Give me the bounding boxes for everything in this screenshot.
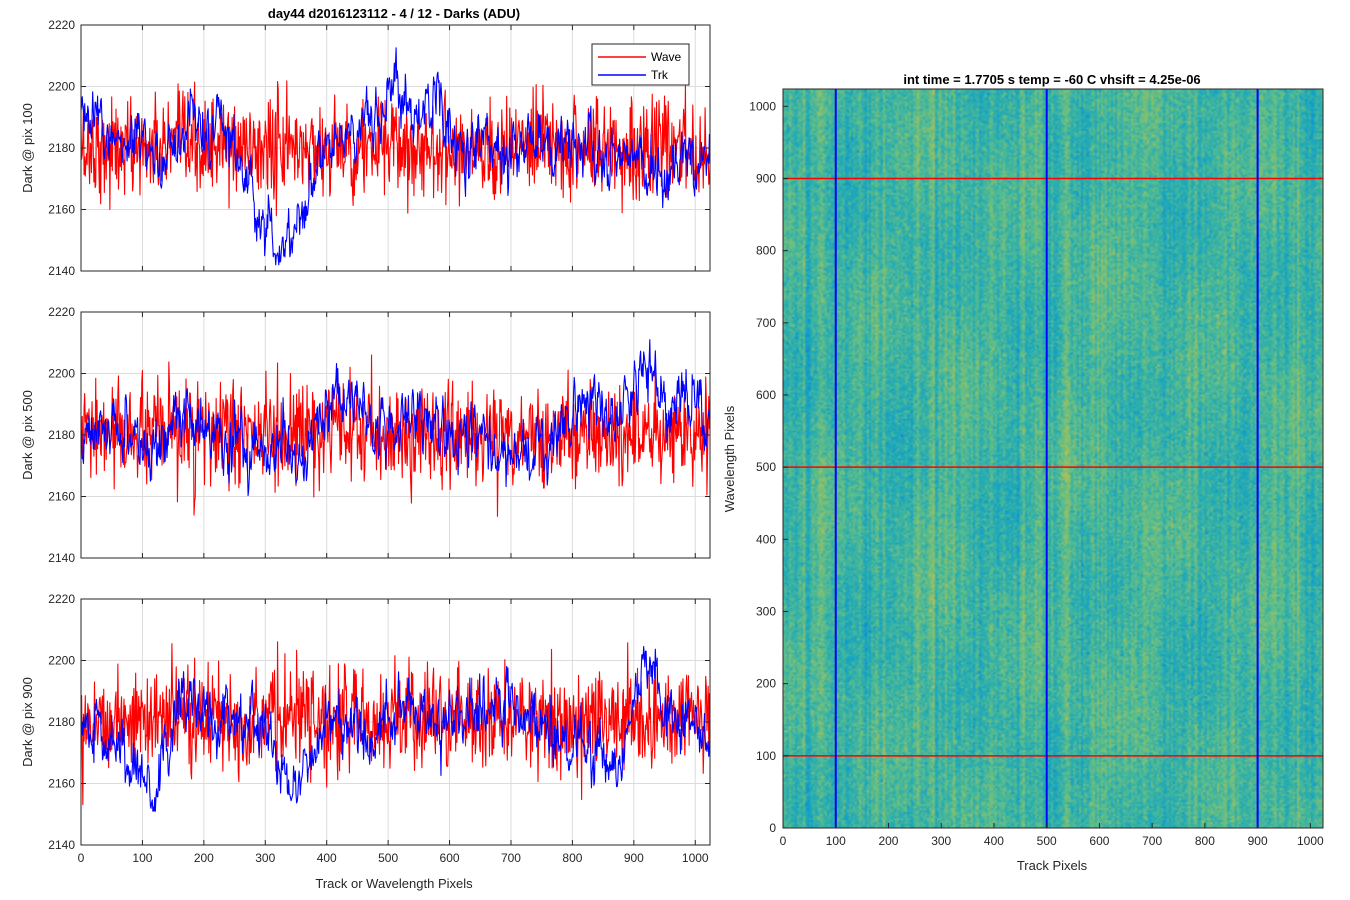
x-tick-label: 400 xyxy=(317,851,337,865)
y-tick-label: 2140 xyxy=(48,264,75,278)
heatmap-image xyxy=(783,89,1323,828)
bottom-xlabel: Track or Wavelength Pixels xyxy=(315,876,473,891)
x-tick-label: 1000 xyxy=(682,851,709,865)
y-tick-label: 2180 xyxy=(48,715,75,729)
y-tick-label: 2180 xyxy=(48,428,75,442)
x-tick-label: 800 xyxy=(562,851,582,865)
heatmap-x-tick-label: 500 xyxy=(1037,834,1057,848)
heatmap-x-tick-label: 0 xyxy=(780,834,787,848)
x-tick-label: 900 xyxy=(624,851,644,865)
y-axis-label: Dark @ pix 500 xyxy=(20,390,35,480)
heatmap-x-tick-label: 300 xyxy=(931,834,951,848)
y-tick-label: 2220 xyxy=(48,592,75,606)
y-tick-label: 2140 xyxy=(48,838,75,852)
y-axis-label: Dark @ pix 900 xyxy=(20,677,35,767)
heatmap-x-tick-label: 600 xyxy=(1089,834,1109,848)
y-tick-label: 2160 xyxy=(48,203,75,217)
heatmap-x-tick-label: 800 xyxy=(1195,834,1215,848)
heatmap-xlabel: Track Pixels xyxy=(1017,858,1088,873)
heatmap-x-tick-label: 400 xyxy=(984,834,1004,848)
y-tick-label: 2200 xyxy=(48,80,75,94)
y-tick-label: 2160 xyxy=(48,490,75,504)
heatmap-y-tick-label: 500 xyxy=(756,460,776,474)
figure-suptitle: day44 d2016123112 - 4 / 12 - Darks (ADU) xyxy=(268,6,520,21)
y-tick-label: 2140 xyxy=(48,551,75,565)
legend-label-wave: Wave xyxy=(651,50,682,64)
heatmap-y-tick-label: 1000 xyxy=(749,99,776,113)
line-panel-2: 2140 2160 2180 2200 2220 Dark @ pix 500 xyxy=(20,305,711,565)
series-line-wave xyxy=(80,641,711,806)
heatmap-axes-box xyxy=(782,88,1324,829)
y-tick-label: 2220 xyxy=(48,18,75,32)
heatmap-panel: int time = 1.7705 s temp = -60 C vhsift … xyxy=(722,72,1324,873)
heatmap-y-tick-label: 0 xyxy=(769,821,776,835)
heatmap-ylabel: Wavelength Pixels xyxy=(722,405,737,512)
x-tick-label: 500 xyxy=(378,851,398,865)
legend: Wave Trk xyxy=(591,43,690,86)
heatmap-title: int time = 1.7705 s temp = -60 C vhsift … xyxy=(903,72,1200,87)
x-tick-label: 600 xyxy=(440,851,460,865)
x-tick-label: 700 xyxy=(501,851,521,865)
series-line-trk xyxy=(80,47,711,266)
heatmap-y-tick-label: 700 xyxy=(756,316,776,330)
heatmap-x-tick-label: 200 xyxy=(878,834,898,848)
y-tick-label: 2220 xyxy=(48,305,75,319)
heatmap-x-tick-label: 100 xyxy=(826,834,846,848)
heatmap-y-tick-label: 100 xyxy=(756,749,776,763)
y-axis-label: Dark @ pix 100 xyxy=(20,103,35,193)
line-panel-3: 0 100 200 300 400 500 600 700 800 900 1000 2140 2160… xyxy=(20,592,711,865)
x-tick-label: 300 xyxy=(255,851,275,865)
y-tick-label: 2200 xyxy=(48,367,75,381)
series-line-trk xyxy=(80,646,711,812)
y-tick-label: 2200 xyxy=(48,654,75,668)
heatmap-y-tick-label: 900 xyxy=(756,171,776,185)
heatmap-y-tick-label: 300 xyxy=(756,604,776,618)
x-tick-label: 200 xyxy=(194,851,214,865)
x-tick-label: 100 xyxy=(132,851,152,865)
heatmap-x-tick-label: 900 xyxy=(1248,834,1268,848)
y-tick-label: 2160 xyxy=(48,777,75,791)
heatmap-x-tick-label: 1000 xyxy=(1297,834,1324,848)
y-tick-label: 2180 xyxy=(48,141,75,155)
legend-label-trk: Trk xyxy=(651,68,669,82)
heatmap-y-tick-label: 200 xyxy=(756,677,776,691)
series-line-trk xyxy=(80,339,711,497)
heatmap-y-tick-label: 600 xyxy=(756,388,776,402)
x-tick-label: 0 xyxy=(78,851,85,865)
heatmap-y-tick-label: 800 xyxy=(756,244,776,258)
heatmap-x-tick-label: 700 xyxy=(1142,834,1162,848)
legend-box xyxy=(591,43,690,86)
heatmap-y-tick-label: 400 xyxy=(756,532,776,546)
